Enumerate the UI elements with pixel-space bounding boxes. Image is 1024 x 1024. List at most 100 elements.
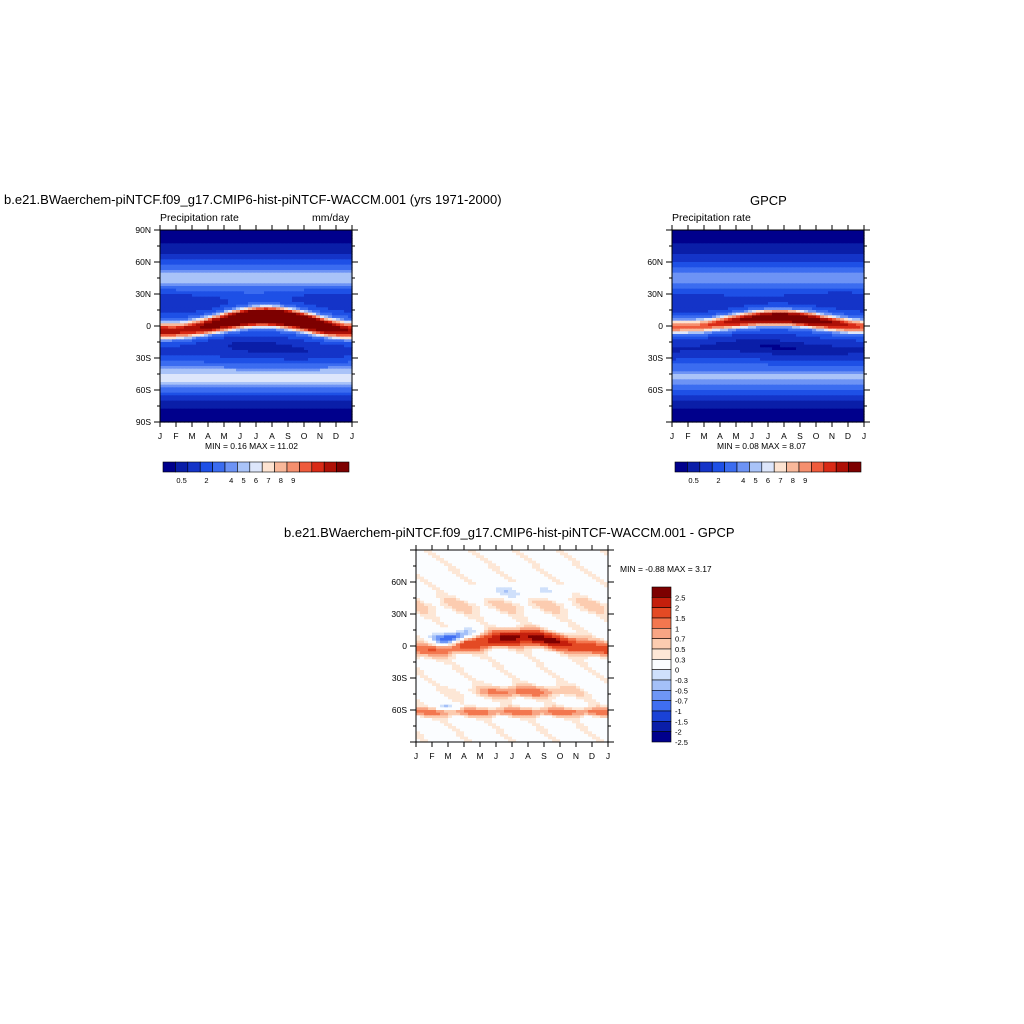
model-cell: [316, 350, 321, 354]
model-cell: [308, 347, 313, 351]
model-cell: [228, 243, 233, 247]
obs-cell: [728, 232, 733, 236]
model-cell: [188, 408, 193, 412]
model-cell: [220, 358, 225, 362]
model-cell: [196, 331, 201, 335]
model-cell: [300, 256, 305, 260]
model-cell: [192, 302, 197, 306]
model-cell: [296, 376, 301, 380]
model-cell: [324, 334, 329, 338]
model-cell: [168, 243, 173, 247]
model-cell: [316, 267, 321, 271]
model-cell: [312, 334, 317, 338]
model-cell: [212, 334, 217, 338]
model-cell: [216, 379, 221, 383]
model-cell: [224, 235, 229, 239]
model-cell: [348, 275, 353, 279]
model-cell: [248, 307, 253, 311]
model-cell: [216, 275, 221, 279]
model-cell: [164, 358, 169, 362]
model-cell: [336, 288, 341, 292]
model-cell: [284, 342, 289, 346]
model-cell: [216, 243, 221, 247]
model-cell: [292, 398, 297, 402]
model-cell: [176, 331, 181, 335]
model-cell: [312, 414, 317, 418]
model-cell: [252, 403, 257, 407]
model-cell: [316, 366, 321, 370]
obs-cell: [684, 235, 689, 239]
model-cell: [160, 398, 165, 402]
model-cell: [180, 232, 185, 236]
model-cell: [268, 352, 273, 356]
model-cell: [208, 350, 213, 354]
model-cell: [216, 406, 221, 410]
model-cell: [304, 307, 309, 311]
model-cell: [164, 374, 169, 378]
model-cell: [236, 387, 241, 391]
model-cell: [176, 411, 181, 415]
model-cell: [292, 296, 297, 300]
model-cell: [188, 318, 193, 322]
model-cell: [176, 328, 181, 332]
model-cell: [168, 278, 173, 282]
model-cell: [308, 350, 313, 354]
model-cell: [168, 347, 173, 351]
model-cell: [200, 342, 205, 346]
model-cell: [224, 398, 229, 402]
model-cell: [172, 318, 177, 322]
model-cell: [276, 374, 281, 378]
model-cell: [320, 395, 325, 399]
model-cell: [184, 360, 189, 364]
model-cell: [248, 368, 253, 372]
model-cell: [240, 283, 245, 287]
obs-cell: [716, 232, 721, 236]
model-cell: [332, 275, 337, 279]
model-cell: [252, 408, 257, 412]
model-cell: [336, 342, 341, 346]
model-cell: [336, 254, 341, 258]
model-cell: [224, 238, 229, 242]
model-cell: [248, 416, 253, 420]
model-cell: [248, 411, 253, 415]
model-cell: [340, 318, 345, 322]
model-cell: [180, 286, 185, 290]
model-cell: [232, 307, 237, 311]
model-cell: [192, 416, 197, 420]
model-cell: [320, 248, 325, 252]
model-cell: [340, 347, 345, 351]
obs-cell: [840, 232, 845, 236]
model-cell: [180, 267, 185, 271]
model-cell: [276, 395, 281, 399]
model-cell: [260, 254, 265, 258]
model-cell: [276, 251, 281, 255]
model-cell: [244, 291, 249, 295]
obs-cell: [672, 235, 677, 239]
model-cell: [220, 275, 225, 279]
model-cell: [288, 254, 293, 258]
model-cell: [212, 232, 217, 236]
model-cell: [304, 408, 309, 412]
model-cell: [172, 414, 177, 418]
model-cell: [208, 270, 213, 274]
model-cell: [304, 350, 309, 354]
model-cell: [180, 275, 185, 279]
model-cell: [252, 379, 257, 383]
model-cell: [312, 283, 317, 287]
model-cell: [168, 400, 173, 404]
model-cell: [232, 414, 237, 418]
model-cell: [256, 352, 261, 356]
model-colorbar-box: [311, 461, 325, 473]
model-cell: [332, 411, 337, 415]
model-cell: [228, 382, 233, 386]
model-cell: [344, 323, 349, 327]
model-cell: [252, 232, 257, 236]
model-cell: [232, 371, 237, 375]
model-cell: [232, 243, 237, 247]
model-cell: [192, 307, 197, 311]
model-cell: [328, 334, 333, 338]
model-cell: [336, 310, 341, 314]
model-cell: [344, 392, 349, 396]
model-cell: [160, 243, 165, 247]
model-cell: [272, 256, 277, 260]
